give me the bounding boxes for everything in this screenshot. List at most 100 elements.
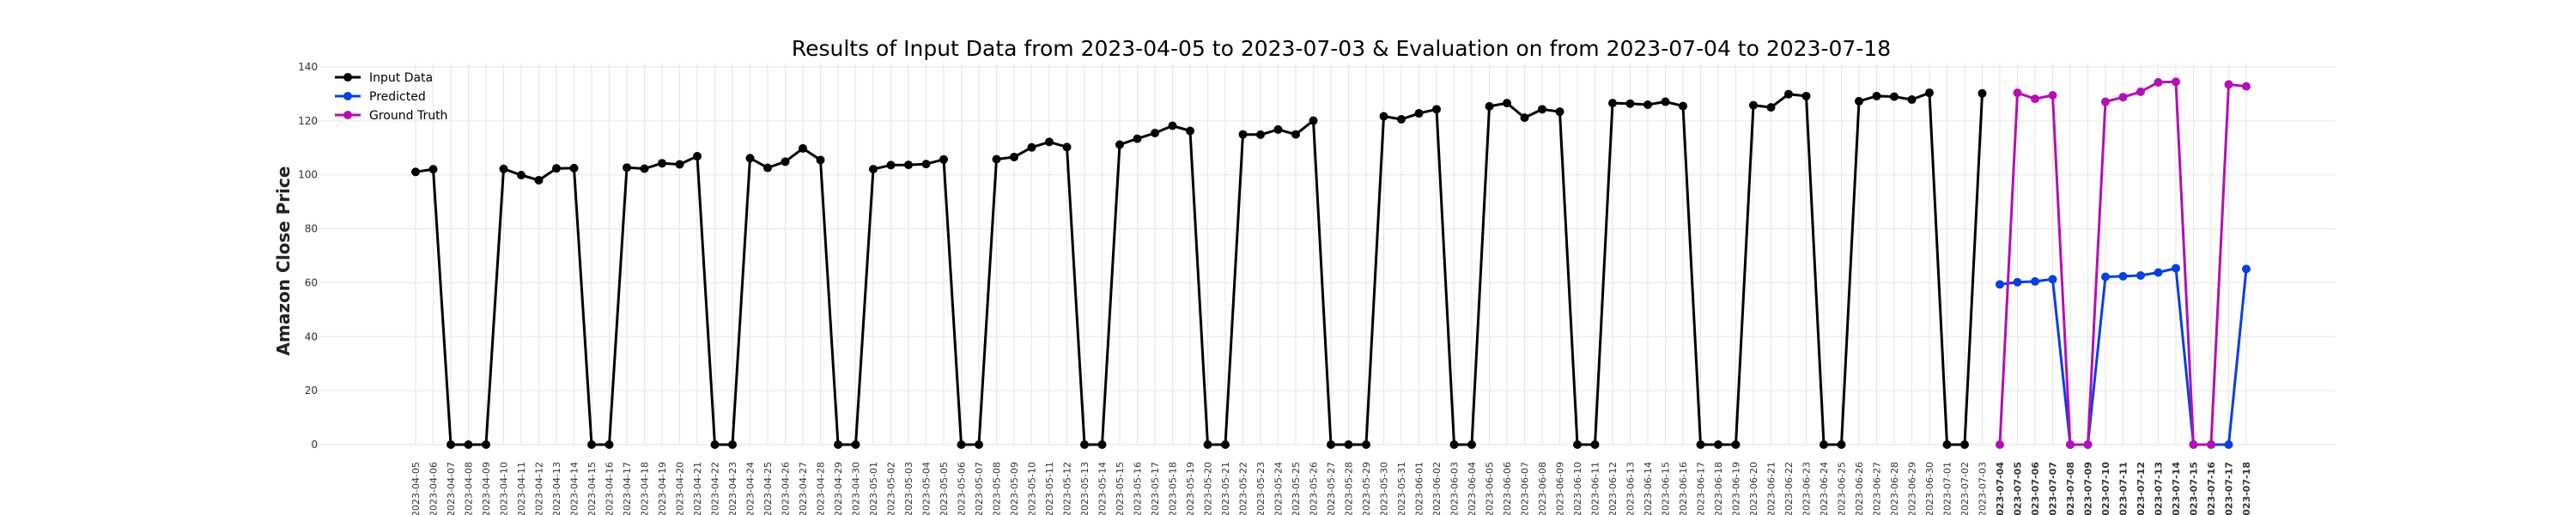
x-tick-label: 2023-05-12 bbox=[1062, 462, 1073, 515]
x-tick-label: 2023-04-12 bbox=[534, 462, 545, 515]
x-tick-label: 2023-04-23 bbox=[727, 462, 738, 515]
x-tick-label: 2023-05-31 bbox=[1396, 462, 1407, 515]
x-tick-label: 2023-04-05 bbox=[410, 462, 422, 515]
x-tick-label: 2023-05-23 bbox=[1255, 462, 1267, 515]
x-tick-label: 2023-06-07 bbox=[1520, 462, 1531, 515]
input-data-point bbox=[1837, 440, 1846, 449]
input-data-point bbox=[763, 163, 772, 173]
x-axis-ticks: 2023-04-05 2023-04-06 2023-04-07 2023-04-08… bbox=[410, 462, 2252, 515]
input-data-point bbox=[1309, 116, 1318, 125]
input-data-point bbox=[482, 440, 490, 449]
input-data-point bbox=[869, 165, 878, 174]
x-tick-label: 2023-04-13 bbox=[551, 462, 562, 515]
x-tick-label: 2023-04-29 bbox=[833, 462, 844, 515]
input-data-point bbox=[675, 160, 684, 169]
legend-marker-predicted bbox=[343, 92, 352, 100]
x-tick-label: 2023-05-13 bbox=[1079, 462, 1091, 515]
predicted-point bbox=[2154, 268, 2163, 277]
x-tick-label: 2023-06-30 bbox=[1924, 462, 1935, 515]
x-tick-label: 2023-07-10 bbox=[2100, 462, 2111, 515]
input-data-point bbox=[851, 440, 860, 449]
x-tick-label: 2023-04-06 bbox=[428, 462, 440, 515]
input-data-point bbox=[1344, 440, 1353, 449]
x-tick-label: 2023-06-09 bbox=[1555, 462, 1566, 515]
x-tick-label: 2023-05-10 bbox=[1027, 462, 1038, 515]
input-data-point bbox=[710, 440, 720, 449]
input-data-point bbox=[1045, 137, 1054, 147]
x-tick-label: 2023-04-19 bbox=[657, 462, 668, 515]
x-tick-label: 2023-05-25 bbox=[1291, 462, 1302, 515]
x-tick-label: 2023-06-14 bbox=[1643, 462, 1654, 515]
x-tick-label: 2023-05-19 bbox=[1185, 462, 1196, 515]
input-data-point bbox=[1942, 440, 1952, 449]
x-tick-label: 2023-05-16 bbox=[1133, 462, 1144, 515]
x-tick-label: 2023-04-27 bbox=[798, 462, 809, 515]
x-tick-label: 2023-06-25 bbox=[1837, 462, 1848, 515]
ground-truth-point bbox=[1996, 440, 2004, 449]
input-data-point bbox=[992, 154, 1001, 164]
predicted-point bbox=[2101, 272, 2110, 282]
ground-truth-point bbox=[2172, 77, 2180, 87]
x-tick-label: 2023-05-28 bbox=[1344, 462, 1355, 515]
legend-marker-input-data bbox=[343, 73, 352, 82]
x-tick-label: 2023-07-01 bbox=[1942, 462, 1953, 515]
input-data-point bbox=[1766, 103, 1776, 112]
x-tick-label: 2023-06-15 bbox=[1661, 462, 1672, 515]
x-tick-label: 2023-05-01 bbox=[868, 462, 879, 515]
x-tick-label: 2023-06-17 bbox=[1696, 462, 1707, 515]
grid bbox=[305, 64, 2336, 445]
predicted-point bbox=[2048, 275, 2057, 284]
x-tick-label: 2023-04-07 bbox=[446, 462, 457, 515]
input-data-point bbox=[728, 440, 737, 449]
x-tick-label: 2023-06-26 bbox=[1854, 462, 1865, 515]
ground-truth-point bbox=[2136, 87, 2145, 96]
x-tick-label: 2023-05-11 bbox=[1044, 462, 1055, 515]
x-tick-label: 2023-06-23 bbox=[1801, 462, 1813, 515]
input-data-point bbox=[1186, 126, 1194, 136]
series-layer bbox=[411, 77, 2251, 449]
legend: Input Data Predicted Ground Truth bbox=[335, 71, 447, 123]
input-data-point bbox=[781, 157, 790, 167]
input-data-point bbox=[1661, 97, 1670, 106]
y-axis-ticks: 0 20 40 60 80 100 120 140 bbox=[298, 61, 318, 451]
x-tick-label: 2023-04-21 bbox=[692, 462, 703, 515]
predicted-point bbox=[2172, 264, 2180, 273]
x-tick-label: 2023-04-22 bbox=[710, 462, 721, 515]
input-data-point bbox=[1907, 95, 1917, 105]
input-data-point bbox=[623, 163, 631, 173]
input-data-point bbox=[1397, 114, 1406, 124]
x-tick-label: 2023-06-01 bbox=[1414, 462, 1425, 515]
x-tick-label: 2023-06-13 bbox=[1625, 462, 1637, 515]
input-data-point bbox=[658, 159, 666, 168]
input-data-point bbox=[1485, 101, 1494, 111]
predicted-point bbox=[2031, 276, 2039, 286]
input-data-point bbox=[1062, 142, 1072, 152]
input-data-point bbox=[605, 440, 614, 449]
input-data-point bbox=[499, 164, 508, 173]
x-tick-label: 2023-06-05 bbox=[1485, 462, 1496, 515]
x-tick-label: 2023-07-04 bbox=[1995, 462, 2006, 515]
x-tick-label: 2023-07-18 bbox=[2241, 462, 2252, 515]
x-tick-label: 2023-07-05 bbox=[2013, 462, 2024, 515]
input-data-point bbox=[534, 176, 544, 185]
input-data-point bbox=[1520, 113, 1529, 123]
x-tick-label: 2023-06-08 bbox=[1537, 462, 1548, 515]
legend-marker-ground-truth bbox=[343, 111, 352, 119]
input-data-point bbox=[1133, 134, 1142, 143]
x-tick-label: 2023-06-27 bbox=[1872, 462, 1883, 515]
x-tick-label: 2023-06-24 bbox=[1819, 462, 1830, 515]
x-tick-label: 2023-05-18 bbox=[1168, 462, 1179, 515]
input-data-point bbox=[886, 161, 896, 170]
x-tick-label: 2023-07-16 bbox=[2206, 462, 2217, 515]
input-data-point bbox=[834, 440, 842, 449]
y-tick-label: 60 bbox=[305, 276, 318, 288]
x-tick-label: 2023-05-09 bbox=[1009, 462, 1020, 515]
y-tick-label: 100 bbox=[298, 169, 318, 181]
predicted-point bbox=[2118, 271, 2128, 281]
ground-truth-point bbox=[2242, 82, 2251, 91]
input-data-point bbox=[745, 154, 755, 163]
input-data-point bbox=[464, 440, 473, 449]
x-tick-label: 2023-05-06 bbox=[957, 462, 968, 515]
x-tick-label: 2023-05-15 bbox=[1115, 462, 1126, 515]
x-tick-label: 2023-05-08 bbox=[992, 462, 1003, 515]
